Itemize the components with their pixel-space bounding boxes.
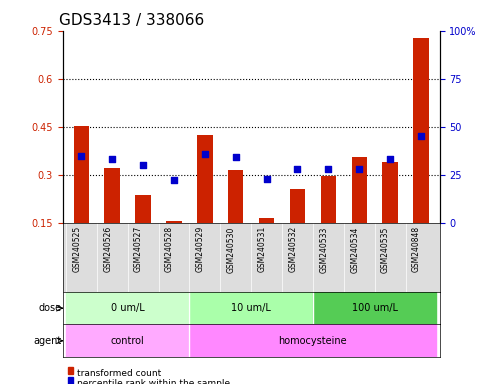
Text: agent: agent <box>33 336 61 346</box>
Bar <box>189 292 313 324</box>
Text: 0 um/L: 0 um/L <box>111 303 144 313</box>
Point <box>355 166 363 172</box>
Bar <box>197 136 213 223</box>
Point <box>77 152 85 159</box>
Text: control: control <box>111 336 144 346</box>
Text: GSM240526: GSM240526 <box>103 226 112 272</box>
Text: GSM240530: GSM240530 <box>227 226 236 273</box>
Bar <box>73 126 89 223</box>
Bar <box>104 168 120 223</box>
Point <box>325 166 332 172</box>
Text: GSM240527: GSM240527 <box>134 226 143 272</box>
Text: GSM240528: GSM240528 <box>165 226 174 272</box>
Text: dose: dose <box>38 303 61 313</box>
Bar <box>66 292 189 324</box>
Point <box>139 162 147 168</box>
Text: GSM240535: GSM240535 <box>381 226 390 273</box>
Point <box>201 151 209 157</box>
Text: GDS3413 / 338066: GDS3413 / 338066 <box>59 13 204 28</box>
Text: homocysteine: homocysteine <box>279 336 347 346</box>
Bar <box>166 221 182 223</box>
Text: transformed count: transformed count <box>77 369 161 378</box>
Text: GSM240525: GSM240525 <box>72 226 81 272</box>
Text: GSM240534: GSM240534 <box>350 226 359 273</box>
Point <box>386 156 394 162</box>
Text: GSM240529: GSM240529 <box>196 226 205 272</box>
Point <box>417 133 425 139</box>
Point <box>170 177 178 184</box>
Bar <box>321 176 336 223</box>
Bar <box>413 38 429 223</box>
Text: 10 um/L: 10 um/L <box>231 303 271 313</box>
Bar <box>259 218 274 223</box>
Text: GSM240533: GSM240533 <box>319 226 328 273</box>
Point <box>263 175 270 182</box>
Text: GSM240532: GSM240532 <box>288 226 298 272</box>
Bar <box>313 292 437 324</box>
Bar <box>135 195 151 223</box>
Text: GSM240531: GSM240531 <box>257 226 267 272</box>
Bar <box>189 324 437 357</box>
Text: percentile rank within the sample: percentile rank within the sample <box>77 379 230 384</box>
Point <box>294 166 301 172</box>
Bar <box>383 162 398 223</box>
Point <box>232 154 240 161</box>
Point <box>108 156 116 162</box>
Text: 100 um/L: 100 um/L <box>352 303 398 313</box>
Bar <box>290 189 305 223</box>
Bar <box>352 157 367 223</box>
Bar <box>228 170 243 223</box>
Text: GSM240848: GSM240848 <box>412 226 421 272</box>
Bar <box>66 324 189 357</box>
